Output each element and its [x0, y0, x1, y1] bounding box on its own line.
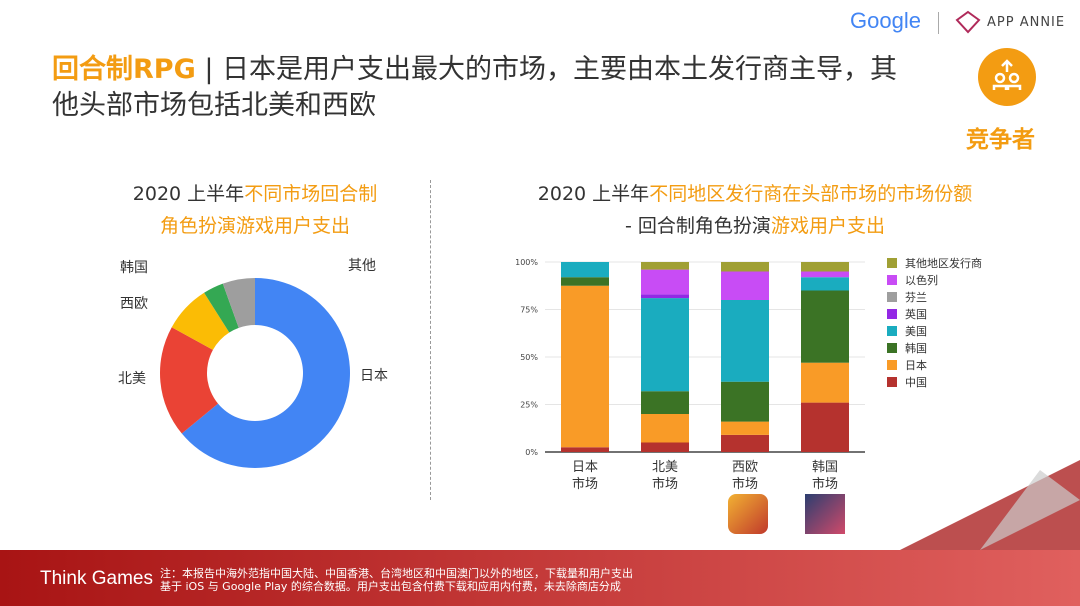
- legend-label: 韩国: [905, 341, 927, 355]
- x-tick-label: 市场: [732, 476, 758, 492]
- legend-item: 芬兰: [887, 288, 982, 305]
- legend-swatch: [887, 291, 897, 302]
- x-tick-label: 市场: [652, 476, 678, 492]
- legend-label: 日本: [905, 358, 927, 372]
- legend-swatch: [887, 325, 897, 336]
- title-highlight: 回合制RPG: [52, 54, 196, 85]
- title-part: 2020 上半年: [537, 183, 650, 205]
- footer: Think Games 注：本报告中海外范指中国大陆、中国香港、台湾地区和中国澳…: [0, 550, 1080, 606]
- y-tick-label: 50%: [520, 353, 538, 362]
- bar-segment-以色列: [721, 271, 769, 300]
- bar-segment-中国: [721, 434, 769, 452]
- decorative-polygons: [900, 460, 1080, 550]
- bar-segment-美国: [561, 262, 609, 278]
- right-chart-title: 2020 上半年不同地区发行商在头部市场的市场份额 - 回合制角色扮演游戏用户支出: [500, 178, 1010, 242]
- bar-segment-日本: [801, 362, 849, 403]
- game-icon[interactable]: [728, 494, 768, 534]
- legend-swatch: [887, 308, 897, 319]
- donut-slice-西欧: [171, 292, 230, 350]
- x-tick-label: 日本: [572, 460, 598, 475]
- bar-segment-日本: [721, 421, 769, 435]
- bar-segment-美国: [801, 277, 849, 291]
- bar-segment-韩国: [641, 391, 689, 414]
- title-part: 游戏用户支出: [770, 215, 885, 237]
- bar-segment-其他地区发行商: [641, 262, 689, 270]
- title-part: 2020 上半年: [132, 183, 245, 205]
- y-tick-label: 75%: [520, 306, 538, 315]
- page-title: 回合制RPG | 日本是用户支出最大的市场，主要由本土发行商主导，其他头部市场包…: [52, 52, 912, 124]
- bar-segment-日本: [641, 414, 689, 443]
- bar-segment-其他地区发行商: [801, 262, 849, 272]
- legend-label: 以色列: [905, 273, 938, 287]
- slice-label: 韩国: [120, 260, 148, 276]
- slice-label: 日本: [360, 368, 388, 384]
- bar-segment-日本: [561, 285, 609, 448]
- x-tick-label: 市场: [572, 476, 598, 492]
- slice-label: 北美: [118, 371, 146, 387]
- legend-label: 芬兰: [905, 290, 927, 304]
- legend-item: 以色列: [887, 271, 982, 288]
- y-tick-label: 100%: [515, 258, 538, 267]
- donut-chart: 日本 北美 西欧 韩国 其他: [118, 258, 388, 468]
- app-annie-logo: APP ANNIE: [955, 10, 1065, 34]
- bar-segment-韩国: [721, 381, 769, 422]
- footnote: 注：本报告中海外范指中国大陆、中国香港、台湾地区和中国澳门以外的地区，下载量和用…: [160, 567, 633, 593]
- legend-item: 中国: [887, 373, 982, 390]
- title-text: | 日本是用户支出最大的市场，主要由本土发行商主导，其他头部市场包括北美和西欧: [52, 54, 898, 121]
- bar-segment-其他地区发行商: [721, 262, 769, 272]
- slice-label: 其他: [348, 258, 376, 274]
- bar-segment-以色列: [641, 269, 689, 295]
- app-annie-text: APP ANNIE: [987, 14, 1066, 30]
- legend-swatch: [887, 359, 897, 370]
- bar-segment-中国: [641, 442, 689, 452]
- left-chart-title: 2020 上半年不同市场回合制角色扮演游戏用户支出: [125, 178, 385, 242]
- bar-segment-美国: [721, 300, 769, 382]
- x-tick-label: 韩国: [812, 460, 838, 475]
- divider: [430, 180, 431, 500]
- donut-slice-韩国: [204, 283, 239, 333]
- bar-segment-韩国: [561, 277, 609, 286]
- legend-item: 日本: [887, 356, 982, 373]
- y-tick-label: 0%: [525, 448, 538, 457]
- title-part: - 回合制角色扮演: [625, 215, 771, 237]
- legend-swatch: [887, 257, 897, 268]
- bar-segment-中国: [561, 447, 609, 452]
- legend-swatch: [887, 274, 897, 285]
- legend-item: 美国: [887, 322, 982, 339]
- game-icon[interactable]: [805, 494, 845, 534]
- donut-slice-其他: [222, 278, 255, 328]
- think-games-logo: Think Games: [40, 568, 153, 589]
- badge-label: 竞争者: [966, 127, 1035, 153]
- competitor-icon: [978, 48, 1036, 106]
- y-tick-label: 25%: [520, 401, 538, 410]
- x-tick-label: 市场: [812, 476, 838, 492]
- slice-label: 西欧: [120, 296, 148, 312]
- bar-segment-美国: [641, 298, 689, 392]
- diamond-icon: [955, 10, 981, 34]
- legend-swatch: [887, 376, 897, 387]
- chart-legend: 其他地区发行商 以色列芬兰英国美国韩国日本中国: [887, 254, 982, 390]
- bar-segment-中国: [801, 402, 849, 452]
- x-tick-label: 西欧: [732, 460, 758, 475]
- legend-label: 美国: [905, 324, 927, 338]
- legend-label: 中国: [905, 375, 927, 389]
- legend-item: 韩国: [887, 339, 982, 356]
- bar-segment-韩国: [801, 290, 849, 363]
- legend-swatch: [887, 342, 897, 353]
- donut-slice-日本: [181, 278, 350, 468]
- legend-item: 其他地区发行商: [887, 254, 982, 271]
- bar-segment-以色列: [801, 271, 849, 278]
- legend-label: 其他地区发行商: [905, 256, 982, 270]
- legend-item: 英国: [887, 305, 982, 322]
- x-tick-label: 北美: [652, 460, 678, 475]
- google-logo: Google: [850, 8, 921, 33]
- donut-slice-北美: [160, 327, 219, 434]
- legend-label: 英国: [905, 307, 927, 321]
- bar-segment-英国: [641, 294, 689, 299]
- title-part: 不同市场回合制角色扮演游戏用户支出: [159, 183, 378, 237]
- title-part: 不同地区发行商在头部市场的市场份额: [649, 183, 973, 205]
- divider: [938, 12, 939, 34]
